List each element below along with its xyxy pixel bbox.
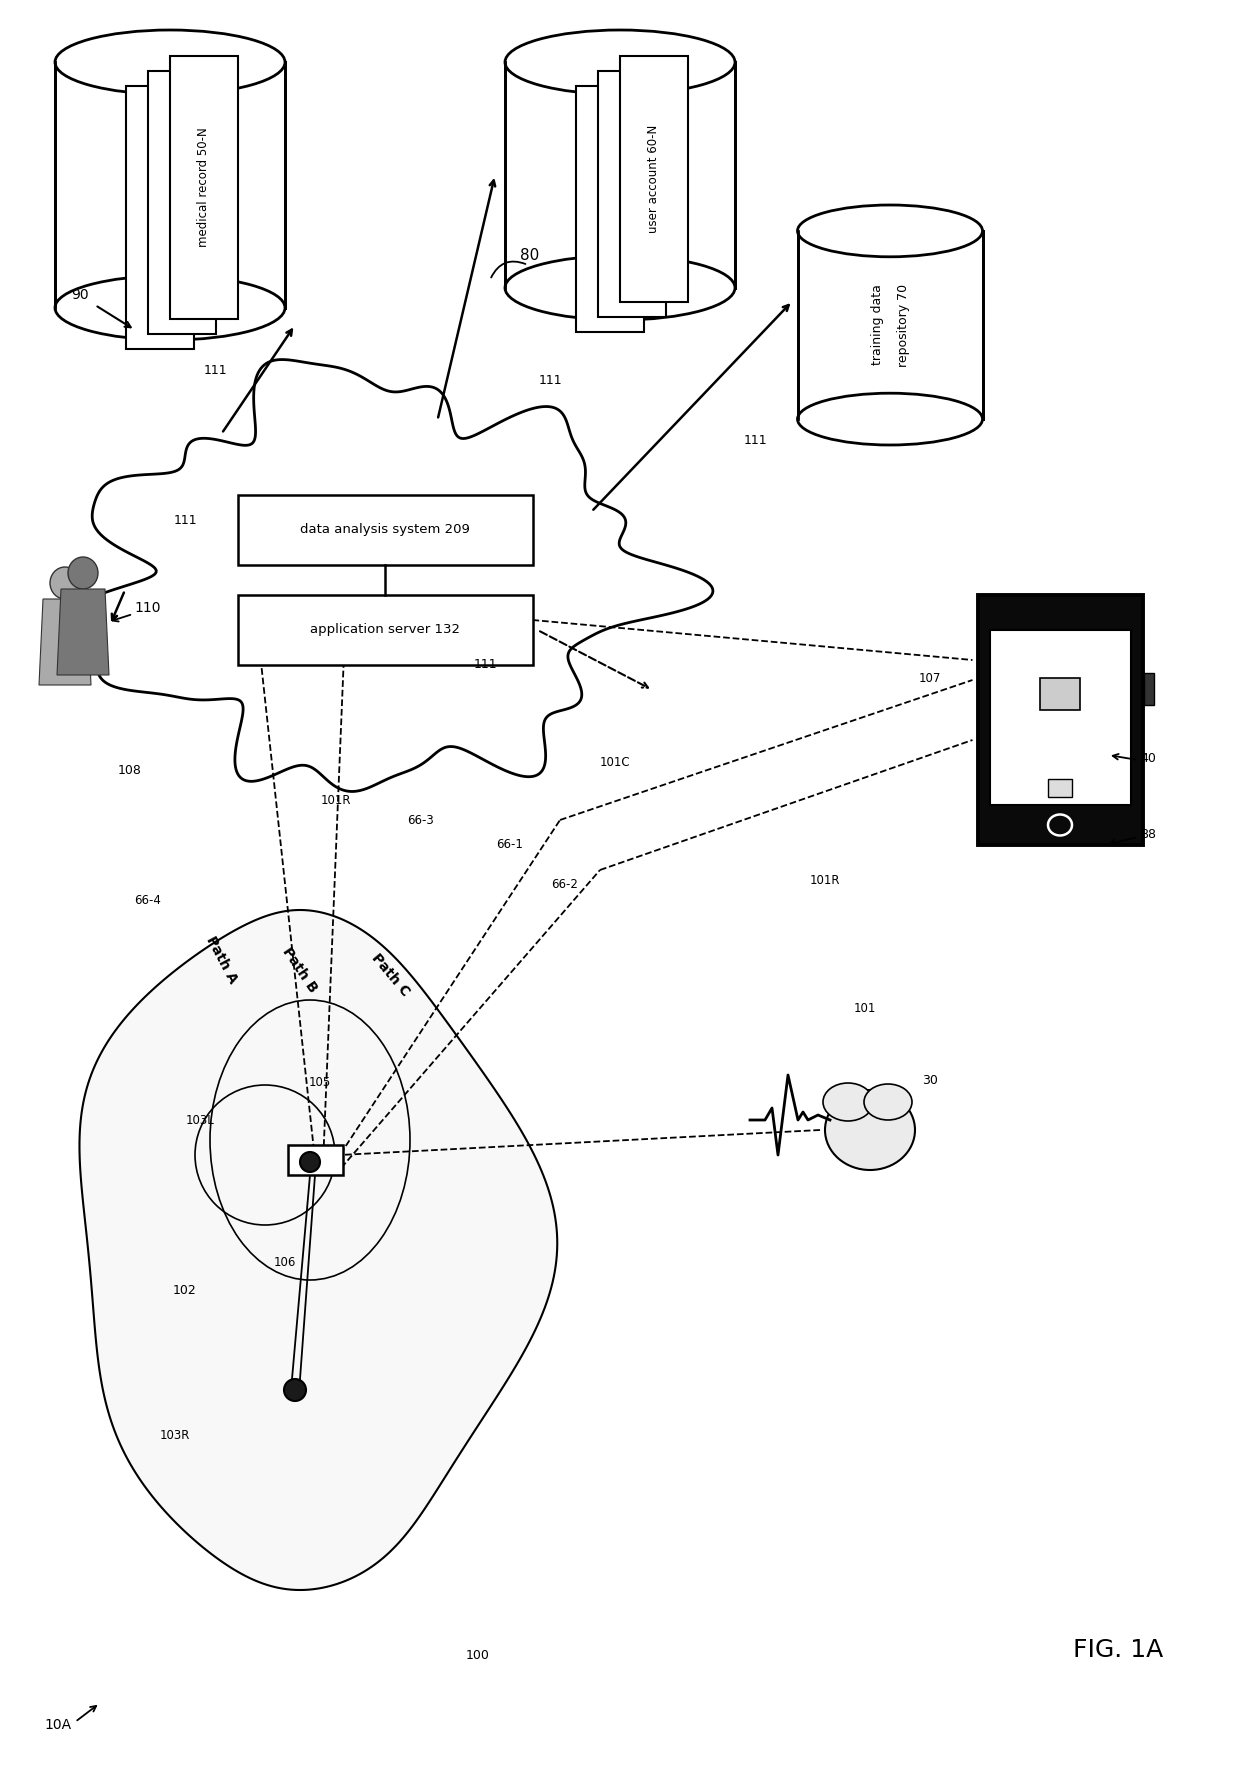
Polygon shape bbox=[38, 599, 91, 686]
Text: 110: 110 bbox=[135, 600, 161, 614]
Polygon shape bbox=[62, 359, 713, 792]
Bar bbox=[990, 630, 1131, 805]
Text: 30: 30 bbox=[923, 1073, 937, 1087]
Bar bbox=[238, 496, 532, 565]
Text: user account 60-1: user account 60-1 bbox=[603, 156, 616, 263]
Text: 66-4: 66-4 bbox=[135, 893, 161, 906]
Text: medical record 50-1: medical record 50-1 bbox=[153, 158, 166, 277]
Ellipse shape bbox=[823, 1083, 873, 1121]
Polygon shape bbox=[79, 909, 557, 1590]
Bar bbox=[148, 71, 216, 334]
Ellipse shape bbox=[864, 1083, 911, 1121]
Bar bbox=[1143, 673, 1153, 705]
Text: 101C: 101C bbox=[600, 755, 630, 769]
Ellipse shape bbox=[284, 1378, 306, 1401]
Text: medical record 50-N: medical record 50-N bbox=[197, 128, 210, 247]
Ellipse shape bbox=[797, 204, 982, 258]
Bar bbox=[620, 55, 687, 302]
Text: 80: 80 bbox=[521, 247, 539, 263]
Text: training data: training data bbox=[872, 284, 884, 366]
Text: 10A: 10A bbox=[45, 1717, 72, 1732]
Text: 88: 88 bbox=[1140, 828, 1156, 842]
Text: user account 60-2: user account 60-2 bbox=[625, 140, 639, 247]
Text: 66-1: 66-1 bbox=[496, 838, 523, 851]
Ellipse shape bbox=[68, 558, 98, 590]
Text: 101R: 101R bbox=[810, 874, 841, 886]
Bar bbox=[1048, 780, 1073, 797]
Bar bbox=[238, 595, 532, 664]
Bar bbox=[598, 71, 666, 318]
Text: Path C: Path C bbox=[368, 950, 412, 1000]
Text: user account 60-N: user account 60-N bbox=[647, 124, 660, 233]
Text: Path A: Path A bbox=[203, 934, 241, 986]
Bar bbox=[575, 85, 644, 332]
Text: application server 132: application server 132 bbox=[310, 623, 460, 636]
Text: 40: 40 bbox=[1140, 751, 1156, 764]
Text: 105: 105 bbox=[309, 1076, 331, 1089]
Text: 111: 111 bbox=[474, 659, 497, 671]
Ellipse shape bbox=[825, 1090, 915, 1170]
Ellipse shape bbox=[505, 30, 735, 94]
Text: 106: 106 bbox=[274, 1256, 296, 1268]
Text: Path B: Path B bbox=[280, 945, 320, 995]
Ellipse shape bbox=[300, 1153, 320, 1172]
Bar bbox=[55, 30, 285, 339]
Text: FIG. 1A: FIG. 1A bbox=[1073, 1637, 1163, 1662]
Ellipse shape bbox=[797, 392, 982, 446]
Bar bbox=[505, 30, 735, 320]
Text: 111: 111 bbox=[203, 364, 227, 377]
Text: data analysis system 209: data analysis system 209 bbox=[300, 524, 470, 536]
Text: medical record 50-2: medical record 50-2 bbox=[175, 144, 188, 261]
Text: 107: 107 bbox=[919, 671, 941, 684]
Text: 108: 108 bbox=[118, 764, 141, 776]
Ellipse shape bbox=[55, 275, 285, 339]
Text: 111: 111 bbox=[538, 373, 562, 387]
Bar bbox=[1040, 678, 1080, 710]
Text: 101: 101 bbox=[854, 1002, 877, 1014]
Text: 103L: 103L bbox=[186, 1114, 215, 1126]
Text: 100: 100 bbox=[466, 1648, 490, 1662]
Text: 66-3: 66-3 bbox=[407, 813, 433, 826]
Text: 101R: 101R bbox=[321, 794, 351, 806]
Text: repository 70: repository 70 bbox=[898, 284, 910, 366]
Text: 90: 90 bbox=[71, 288, 89, 302]
Bar bbox=[170, 55, 238, 320]
Bar bbox=[125, 85, 193, 350]
Ellipse shape bbox=[50, 567, 81, 599]
Text: 66-2: 66-2 bbox=[552, 879, 578, 892]
Ellipse shape bbox=[505, 256, 735, 320]
Text: 102: 102 bbox=[174, 1284, 197, 1296]
Text: 111: 111 bbox=[174, 513, 197, 526]
Polygon shape bbox=[57, 590, 109, 675]
Ellipse shape bbox=[55, 30, 285, 94]
Text: 111: 111 bbox=[743, 433, 766, 446]
Text: 103R: 103R bbox=[160, 1428, 190, 1442]
Bar bbox=[977, 595, 1142, 845]
Bar bbox=[288, 1146, 342, 1176]
Bar bbox=[797, 204, 982, 446]
